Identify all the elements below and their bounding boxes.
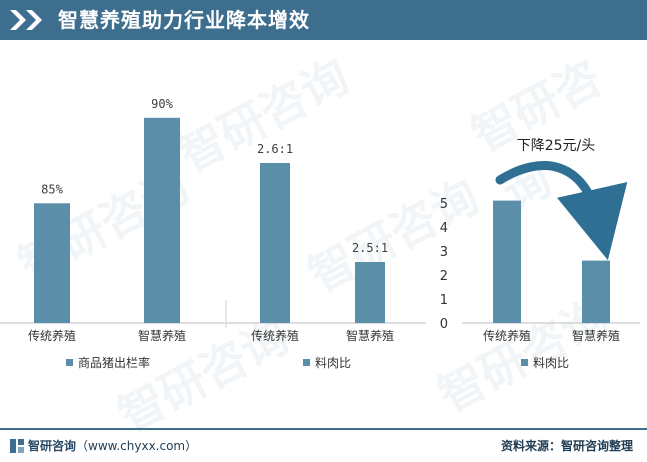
y-tick-label-4: 4 bbox=[440, 221, 448, 236]
footer-brand: 智研咨询 bbox=[28, 439, 77, 453]
footer-source-left: 智研咨询（www.chyxx.com） bbox=[10, 437, 197, 454]
legend-swatch bbox=[303, 359, 310, 366]
page-title: 智慧养殖助力行业降本增效 bbox=[58, 8, 310, 32]
footer-divider bbox=[0, 428, 647, 430]
data-label-1: 2.5:1 bbox=[352, 241, 388, 255]
legend-label: 商品猪出栏率 bbox=[78, 355, 150, 370]
bar-0 bbox=[34, 203, 70, 323]
bar-1 bbox=[582, 260, 610, 323]
category-label-1: 智慧养殖 bbox=[138, 328, 186, 343]
legend-swatch bbox=[66, 359, 73, 366]
bar-1 bbox=[355, 262, 385, 323]
footer-url[interactable]: （www.chyxx.com） bbox=[76, 439, 198, 453]
brand-logo-icon bbox=[10, 439, 24, 453]
footer-source-right: 资料来源：智研咨询整理 bbox=[500, 439, 633, 453]
category-label-0: 传统养殖 bbox=[28, 328, 76, 343]
category-label-0: 传统养殖 bbox=[251, 328, 299, 343]
y-tick-label-3: 3 bbox=[440, 245, 448, 260]
bar-1 bbox=[144, 117, 180, 323]
y-tick-label-5: 5 bbox=[440, 197, 448, 212]
y-tick-label-2: 2 bbox=[440, 269, 448, 284]
bar-0 bbox=[493, 200, 521, 323]
category-label-1: 智慧养殖 bbox=[346, 328, 394, 343]
legend-swatch bbox=[521, 359, 528, 366]
category-label-1: 智慧养殖 bbox=[572, 328, 620, 343]
chevron-double-right-icon bbox=[10, 10, 42, 30]
header-bar: 智慧养殖助力行业降本增效 bbox=[0, 0, 647, 40]
data-label-0: 85% bbox=[41, 182, 63, 196]
data-label-0: 2.6:1 bbox=[257, 142, 293, 156]
legend-label: 料肉比 bbox=[315, 356, 351, 370]
y-tick-label-0: 0 bbox=[440, 317, 448, 332]
down-arrow bbox=[495, 161, 628, 261]
y-tick-label-1: 1 bbox=[440, 293, 448, 308]
data-label-1: 90% bbox=[151, 97, 173, 111]
category-label-0: 传统养殖 bbox=[483, 328, 531, 343]
legend-label: 料肉比 bbox=[533, 356, 569, 370]
annotation-label: 下降25元/头 bbox=[517, 138, 596, 154]
bar-0 bbox=[260, 163, 290, 323]
